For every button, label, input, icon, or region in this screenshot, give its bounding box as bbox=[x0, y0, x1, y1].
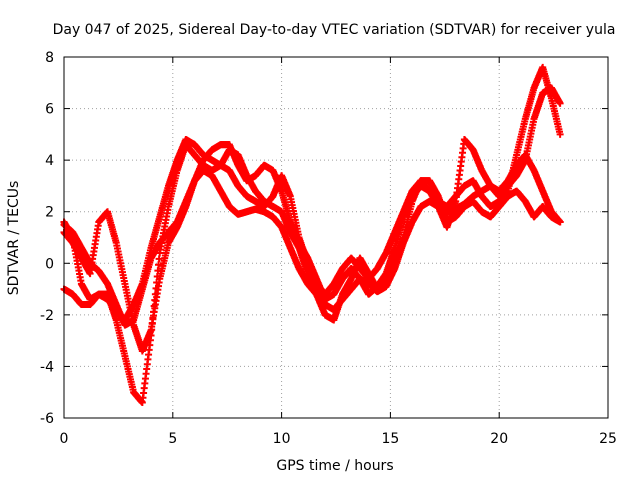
x-axis-label: GPS time / hours bbox=[276, 458, 393, 474]
x-tick-label: 0 bbox=[60, 431, 69, 447]
y-tick-label: 4 bbox=[45, 153, 54, 169]
series-track-4 bbox=[60, 84, 564, 324]
y-tick-label: -4 bbox=[40, 359, 54, 375]
x-tick-label: 15 bbox=[381, 431, 399, 447]
y-tick-label: -2 bbox=[40, 308, 54, 324]
data-point bbox=[556, 130, 564, 138]
data-point bbox=[556, 99, 564, 107]
x-tick-label: 5 bbox=[168, 431, 177, 447]
plot-frame bbox=[63, 56, 609, 419]
y-tick-label: 6 bbox=[45, 102, 54, 118]
x-tick-label: 10 bbox=[273, 431, 291, 447]
y-tick-label: 8 bbox=[45, 50, 54, 66]
x-tick-label: 25 bbox=[599, 431, 617, 447]
data-points bbox=[60, 63, 564, 407]
y-tick-label: 0 bbox=[45, 256, 54, 272]
x-tick-label: 20 bbox=[490, 431, 508, 447]
chart-title: Day 047 of 2025, Sidereal Day-to-day VTE… bbox=[53, 22, 616, 38]
axis-ticks: 0 5 10 15 20 25 -6 -4 -2 0 2 4 6 8 bbox=[40, 50, 617, 447]
y-axis-label: SDTVAR / TECUs bbox=[6, 181, 22, 296]
y-tick-label: -6 bbox=[40, 411, 54, 427]
data-point bbox=[155, 261, 163, 269]
data-point bbox=[556, 218, 564, 226]
y-tick-label: 2 bbox=[45, 205, 54, 221]
